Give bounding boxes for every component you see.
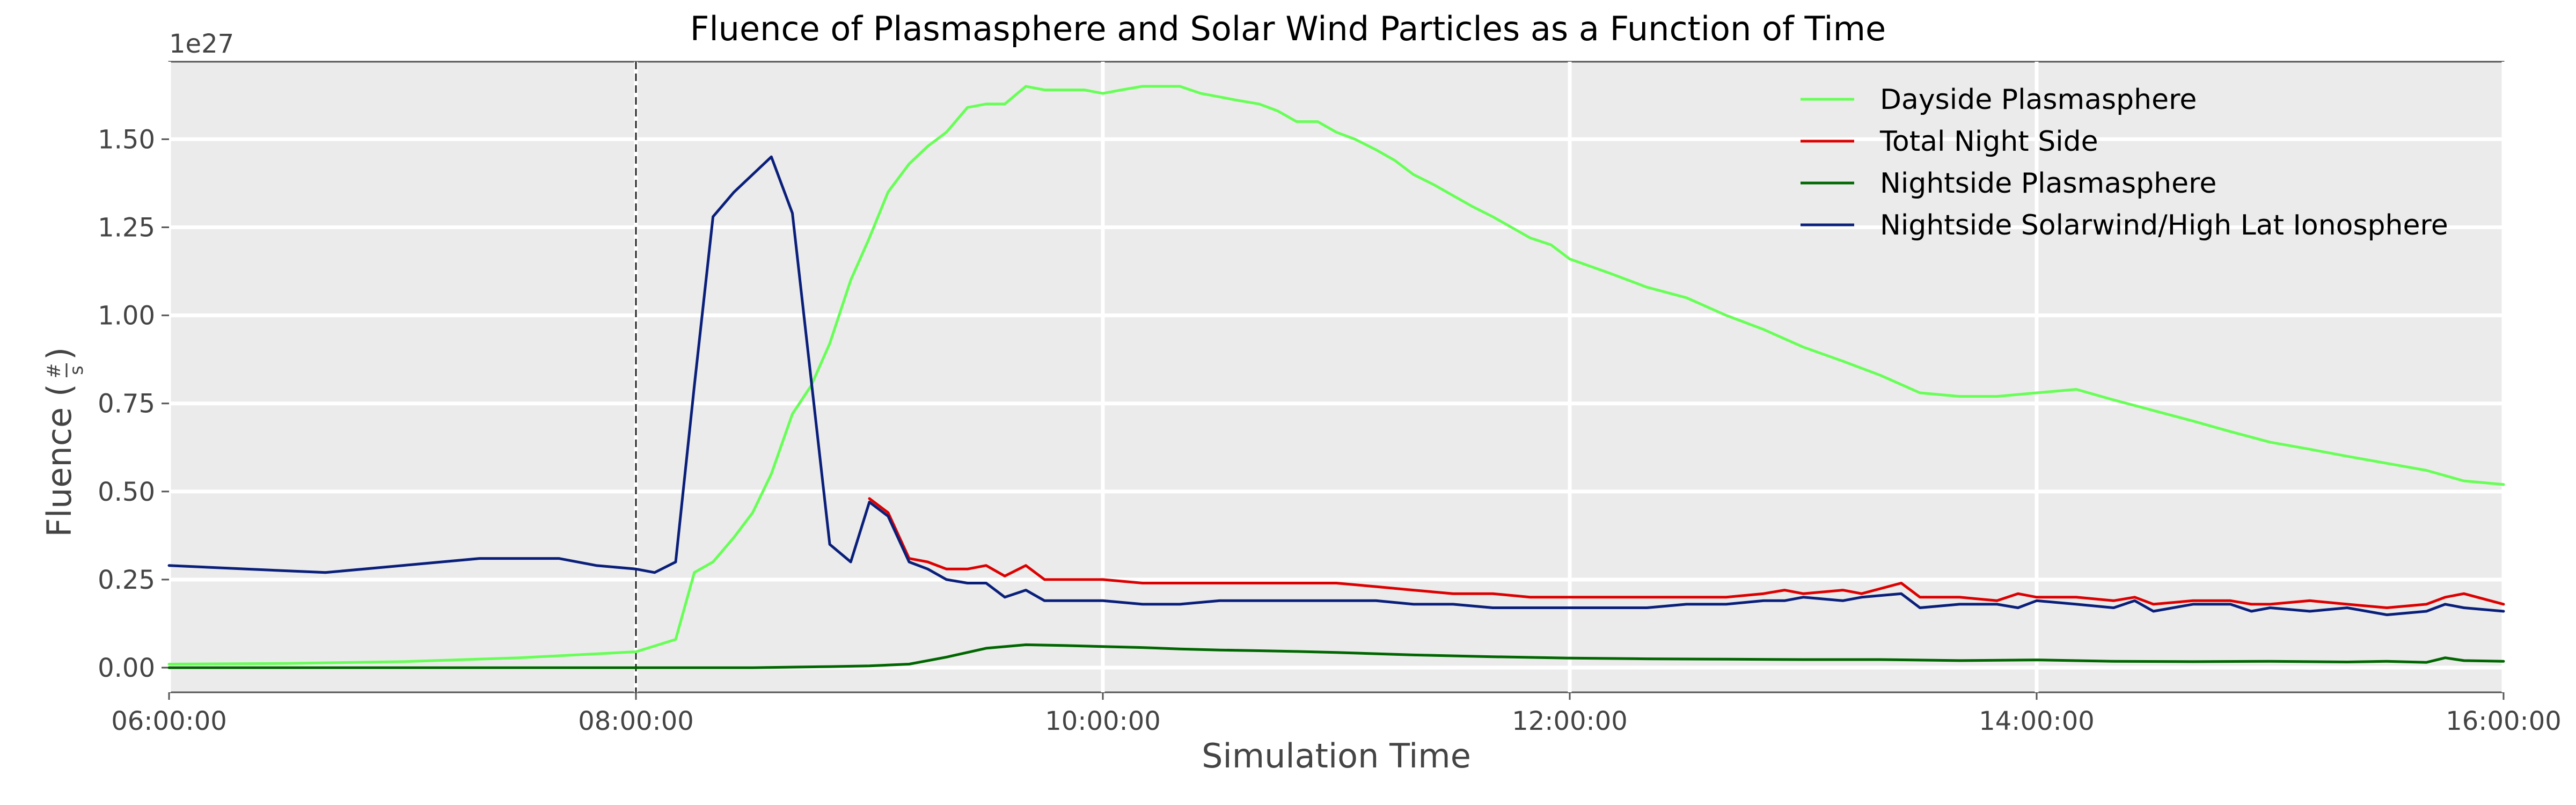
x-tick-label: 08:00:00 (578, 706, 694, 736)
x-axis-label: Simulation Time (1202, 736, 1471, 775)
legend: Dayside Plasmasphere Total Night Side Nigh… (1801, 84, 2448, 241)
y-axis-label-numerator: # (43, 363, 65, 379)
series-lines (167, 85, 2505, 669)
y-axis-label-main: Fluence ( (40, 384, 79, 537)
y-tick-label: 0.75 (98, 389, 155, 419)
legend-entry: Total Night Side (1879, 126, 2098, 158)
series-line-2 (868, 497, 2505, 609)
series-line-4 (167, 155, 2505, 617)
legend-entry: Nightside Plasmasphere (1880, 167, 2216, 200)
y-tick-label: 1.50 (98, 125, 155, 155)
y-tick-label: 1.00 (98, 301, 155, 331)
y-axis-label: Fluence ( # s ) (40, 347, 87, 537)
x-tick-label: 12:00:00 (1512, 706, 1628, 736)
series-line-1 (167, 85, 2505, 665)
legend-entry: Nightside Solarwind/High Lat Ionosphere (1880, 209, 2448, 241)
y-axis-offset-label: 1e27 (169, 29, 234, 59)
y-axis-label-close: ) (40, 347, 79, 360)
x-axis-ticks: 06:00:00 08:00:00 10:00:00 12:00:00 14:00:00… (111, 692, 2562, 736)
plot-area (168, 61, 2505, 693)
y-tick-label: 0.25 (98, 565, 155, 595)
x-tick-label: 10:00:00 (1045, 706, 1161, 736)
series-line-3 (167, 643, 2505, 669)
x-tick-label: 16:00:00 (2446, 706, 2562, 736)
y-tick-label: 0.50 (98, 477, 155, 507)
x-tick-label: 06:00:00 (111, 706, 227, 736)
x-tick-label: 14:00:00 (1979, 706, 2095, 736)
y-tick-label: 0.00 (98, 653, 155, 683)
chart-title: Fluence of Plasmasphere and Solar Wind P… (690, 9, 1886, 48)
y-tick-label: 1.25 (98, 213, 155, 243)
y-axis-ticks: 0.00 0.25 0.50 0.75 1.00 1.25 1.50 (98, 125, 169, 683)
y-axis-label-denominator: s (66, 365, 87, 375)
legend-entry: Dayside Plasmasphere (1880, 84, 2197, 116)
grid-lines (167, 62, 2506, 692)
